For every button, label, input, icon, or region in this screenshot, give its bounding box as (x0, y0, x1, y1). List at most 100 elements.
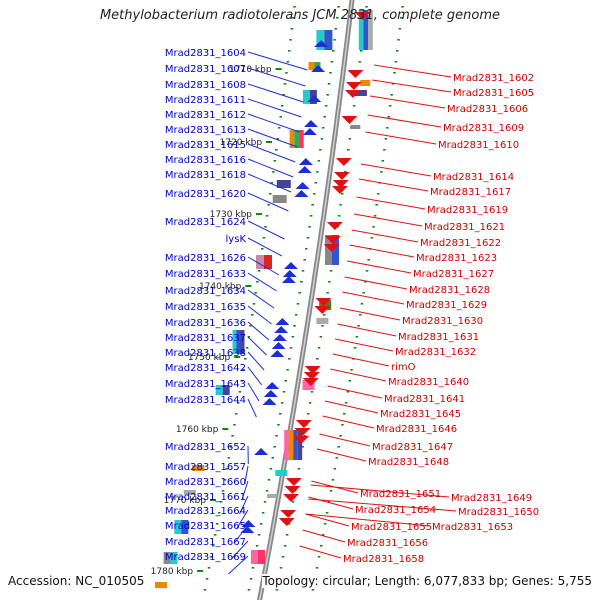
track-dot (229, 446, 232, 448)
track-dot (364, 281, 367, 283)
track-dot (247, 336, 251, 338)
right-gene-label: Mrad2831_1646 (376, 424, 457, 435)
left-leader-line (247, 256, 280, 276)
forward-gene-arrow (282, 270, 297, 277)
track-dot (383, 149, 386, 151)
kbp-label: 1770 kbp (164, 496, 207, 506)
track-dot (251, 567, 255, 569)
right-gene-label: Mrad2831_1606 (447, 104, 528, 115)
track-dot (355, 336, 359, 338)
track-dot (264, 226, 267, 228)
left-leader-line (247, 321, 270, 341)
left-gene-label: Mrad2831_1618 (165, 170, 246, 181)
forward-gene-block (236, 330, 241, 354)
reverse-gene-block (360, 80, 371, 86)
track-dot (360, 50, 363, 52)
reverse-gene-arrow (347, 70, 364, 78)
track-dot (285, 534, 289, 536)
kbp-tick (210, 499, 216, 501)
reverse-gene-block (368, 10, 373, 50)
forward-gene-arrow (275, 318, 290, 325)
left-leader-line (247, 67, 306, 87)
track-dot (324, 105, 328, 107)
reverse-gene-block (302, 380, 315, 390)
track-dot (375, 204, 378, 206)
track-dot (321, 325, 324, 327)
forward-gene-block (299, 130, 304, 148)
right-leader-line (349, 244, 415, 258)
right-leader-line (308, 498, 457, 512)
track-dot (311, 589, 315, 591)
right-leader-line (337, 323, 397, 337)
reverse-gene-arrow (303, 372, 320, 380)
left-leader-line (247, 158, 294, 178)
left-leader-line (247, 398, 257, 418)
right-gene-label: Mrad2831_1602 (453, 73, 534, 84)
track-dot (348, 380, 351, 382)
left-gene-label: Mrad2831_1604 (165, 48, 246, 59)
right-leader-line (308, 496, 354, 510)
left-gene-label: Mrad2831_1667 (165, 537, 246, 548)
left-leader-line (230, 540, 249, 560)
reverse-gene-arrow (285, 478, 302, 486)
track-dot (273, 446, 276, 448)
track-dot (309, 215, 313, 217)
reverse-gene-block (275, 470, 288, 476)
forward-gene-block (316, 30, 325, 50)
left-leader-line (247, 336, 267, 356)
right-leader-line (316, 448, 367, 462)
track-dot (326, 94, 329, 96)
forward-gene-block (264, 255, 272, 269)
forward-gene-arrow (311, 65, 326, 72)
left-gene-label: Mrad2831_1616 (165, 155, 246, 166)
track-dot (317, 160, 321, 162)
right-leader-line (319, 433, 371, 447)
track-dot (387, 116, 390, 118)
reverse-gene-arrow (354, 12, 371, 20)
left-leader-line (247, 51, 308, 71)
track-dot (311, 204, 314, 206)
track-dot (344, 171, 347, 173)
track-dot (289, 39, 292, 41)
reverse-gene-block (288, 430, 294, 460)
track-dot (223, 479, 227, 481)
track-dot (313, 193, 316, 195)
right-gene-label: Mrad2831_1656 (347, 538, 428, 549)
track-dot (310, 391, 314, 393)
track-dot (297, 468, 301, 470)
forward-gene-block (240, 330, 245, 354)
reverse-gene-block (354, 90, 367, 96)
right-gene-label: Mrad2831_1619 (427, 205, 508, 216)
right-gene-label: Mrad2831_1628 (409, 285, 490, 296)
track-dot (325, 512, 329, 514)
left-gene-label: Mrad2831_1660 (165, 477, 246, 488)
kbp-tick (275, 68, 282, 70)
left-gene-label: Mrad2831_1620 (165, 189, 246, 200)
track-dot (317, 347, 321, 349)
left-leader-line (247, 305, 272, 325)
reverse-gene-arrow (324, 236, 341, 244)
track-dot (391, 83, 395, 85)
left-gene-label: Mrad2831_1634 (165, 286, 246, 297)
left-leader-line (247, 351, 265, 371)
reverse-gene-block (284, 430, 289, 460)
track-dot (301, 446, 304, 448)
track-dot (270, 182, 273, 184)
right-leader-line (334, 338, 394, 352)
right-gene-label: Mrad2831_1654 (355, 505, 436, 516)
kbp-tick (256, 213, 263, 215)
track-dot (373, 215, 377, 217)
track-dot (337, 6, 340, 8)
track-dot (249, 325, 252, 327)
track-dot (300, 281, 303, 283)
track-dot (319, 149, 322, 151)
track-dot (333, 39, 336, 41)
track-dot (217, 512, 221, 514)
track-dot (275, 589, 279, 591)
right-gene-label: Mrad2831_1650 (458, 507, 539, 518)
kbp-label: 1780 kbp (151, 567, 194, 577)
track-dot (205, 578, 209, 580)
reverse-gene-arrow (326, 222, 343, 230)
track-dot (269, 468, 273, 470)
